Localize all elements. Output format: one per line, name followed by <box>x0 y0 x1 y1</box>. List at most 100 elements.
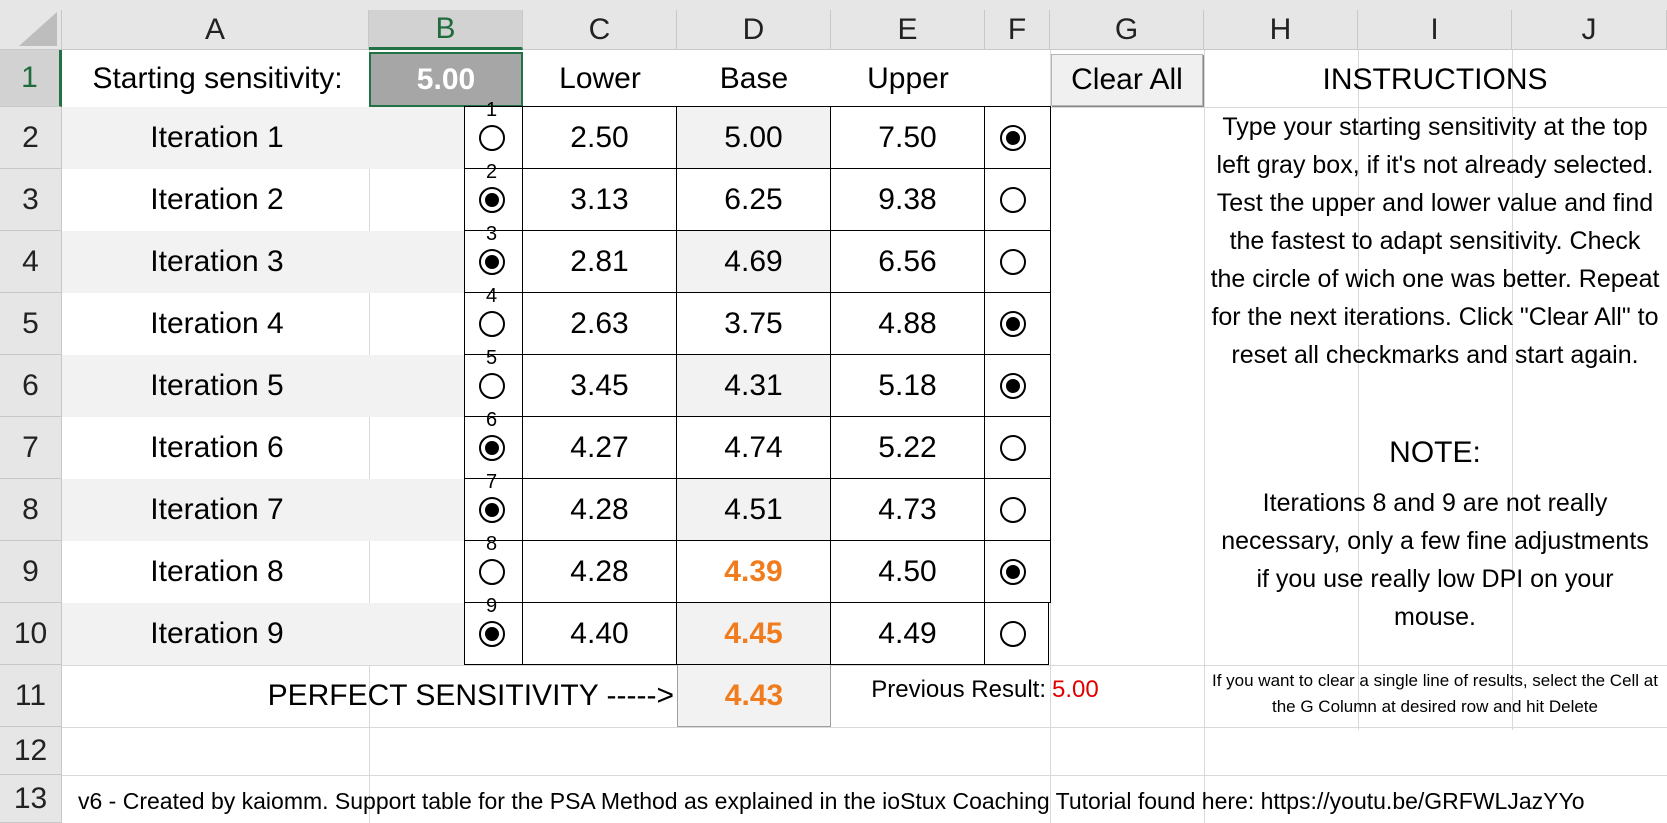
lower-radio-button[interactable] <box>479 187 505 213</box>
left-choice-cell[interactable] <box>465 231 523 293</box>
left-choice-cell[interactable] <box>465 603 523 665</box>
left-choice-cell[interactable] <box>465 293 523 355</box>
row-header-5[interactable]: 5 <box>0 293 62 355</box>
lower-radio-button[interactable] <box>479 621 505 647</box>
left-choice-cell[interactable] <box>465 417 523 479</box>
row-header-8[interactable]: 8 <box>0 479 62 541</box>
row-band <box>62 355 465 417</box>
upper-radio-button[interactable] <box>1000 125 1026 151</box>
upper-radio-button[interactable] <box>1000 621 1026 647</box>
row-header-1[interactable]: 1 <box>0 50 62 107</box>
column-header-e[interactable]: E <box>831 10 985 50</box>
upper-radio-button[interactable] <box>1000 435 1026 461</box>
row-header-11[interactable]: 11 <box>0 665 62 727</box>
column-header-g[interactable]: G <box>1050 10 1204 50</box>
left-choice-cell[interactable] <box>465 541 523 603</box>
upper-value-cell: 4.88 <box>831 293 985 355</box>
iteration-label: Iteration 5 <box>150 369 284 402</box>
iteration-label: Iteration 1 <box>150 121 284 154</box>
upper-value-cell: 4.73 <box>831 479 985 541</box>
lower-radio-button[interactable] <box>479 125 505 151</box>
right-choice-cell[interactable] <box>985 355 1051 417</box>
row-header-7[interactable]: 7 <box>0 417 62 479</box>
lower-value-cell: 2.81 <box>523 231 677 293</box>
previous-result-label: Previous Result: <box>871 676 1046 703</box>
row-header-4[interactable]: 4 <box>0 231 62 293</box>
iteration-label: Iteration 8 <box>150 555 284 588</box>
upper-radio-button[interactable] <box>1000 249 1026 275</box>
column-header-h[interactable]: H <box>1204 10 1358 50</box>
row-header-13[interactable]: 13 <box>0 775 62 823</box>
right-choice-cell[interactable] <box>985 107 1051 169</box>
note-body: Iterations 8 and 9 are not really necess… <box>1221 489 1649 631</box>
right-choice-cell[interactable] <box>985 417 1051 479</box>
gridline <box>62 665 1667 666</box>
table-border <box>464 106 1051 107</box>
column-header-j[interactable]: J <box>1512 10 1667 50</box>
column-header-i[interactable]: I <box>1358 10 1512 50</box>
lower-value-cell: 4.28 <box>523 479 677 541</box>
lower-header: Lower <box>559 61 641 95</box>
upper-radio-button[interactable] <box>1000 373 1026 399</box>
lower-radio-button[interactable] <box>479 497 505 523</box>
left-choice-cell[interactable] <box>465 107 523 169</box>
right-choice-cell[interactable] <box>985 231 1051 293</box>
left-choice-cell[interactable] <box>465 169 523 231</box>
instructions-body: Type your starting sensitivity at the to… <box>1210 113 1660 369</box>
lower-radio-button[interactable] <box>479 311 505 337</box>
iteration-label: Iteration 2 <box>150 183 284 216</box>
choice-number: 9 <box>486 595 498 617</box>
credits-footer: v6 - Created by kaiomm. Support table fo… <box>78 787 1585 814</box>
right-choice-cell[interactable] <box>985 169 1051 231</box>
clear-line-tip: If you want to clear a single line of re… <box>1211 671 1658 716</box>
lower-value-cell: 3.45 <box>523 355 677 417</box>
column-header-b[interactable]: B <box>369 10 523 50</box>
base-value-cell: 5.00 <box>677 107 831 169</box>
gridline <box>62 775 1667 776</box>
lower-radio-button[interactable] <box>479 373 505 399</box>
choice-number: 8 <box>486 533 498 555</box>
row-header-9[interactable]: 9 <box>0 541 62 603</box>
upper-value-cell: 4.50 <box>831 541 985 603</box>
column-header-d[interactable]: D <box>677 10 831 50</box>
upper-value-cell: 5.18 <box>831 355 985 417</box>
choice-number: 7 <box>486 471 498 493</box>
instructions-title: INSTRUCTIONS <box>1322 63 1548 96</box>
right-choice-cell[interactable] <box>985 603 1049 665</box>
upper-radio-button[interactable] <box>1000 187 1026 213</box>
select-all-corner[interactable] <box>0 10 62 50</box>
column-header-c[interactable]: C <box>523 10 677 50</box>
clear-all-button[interactable]: Clear All <box>1051 54 1203 106</box>
row-header-2[interactable]: 2 <box>0 107 62 169</box>
upper-radio-button[interactable] <box>1000 559 1026 585</box>
corner-triangle-icon <box>19 12 57 46</box>
left-choice-cell[interactable] <box>465 479 523 541</box>
column-header-a[interactable]: A <box>62 10 369 50</box>
upper-value-cell: 6.56 <box>831 231 985 293</box>
row-header-3[interactable]: 3 <box>0 169 62 231</box>
lower-radio-button[interactable] <box>479 249 505 275</box>
right-choice-cell[interactable] <box>985 479 1051 541</box>
gridline <box>1050 107 1667 108</box>
row-header-10[interactable]: 10 <box>0 603 62 665</box>
upper-radio-button[interactable] <box>1000 311 1026 337</box>
lower-radio-button[interactable] <box>479 435 505 461</box>
row-header-6[interactable]: 6 <box>0 355 62 417</box>
base-value-cell: 3.75 <box>677 293 831 355</box>
row-band <box>62 603 465 665</box>
base-value-cell: 4.31 <box>677 355 831 417</box>
gridline <box>62 727 1667 728</box>
lower-value-cell: 2.50 <box>523 107 677 169</box>
right-choice-cell[interactable] <box>985 293 1051 355</box>
choice-number: 2 <box>486 161 498 183</box>
right-choice-cell[interactable] <box>985 541 1051 603</box>
lower-value-cell: 4.28 <box>523 541 677 603</box>
row-band <box>62 107 465 169</box>
lower-radio-button[interactable] <box>479 559 505 585</box>
upper-value-cell: 7.50 <box>831 107 985 169</box>
column-header-f[interactable]: F <box>985 10 1050 50</box>
upper-radio-button[interactable] <box>1000 497 1026 523</box>
starting-sensitivity-input[interactable]: 5.00 <box>369 52 523 107</box>
row-header-12[interactable]: 12 <box>0 727 62 775</box>
left-choice-cell[interactable] <box>465 355 523 417</box>
